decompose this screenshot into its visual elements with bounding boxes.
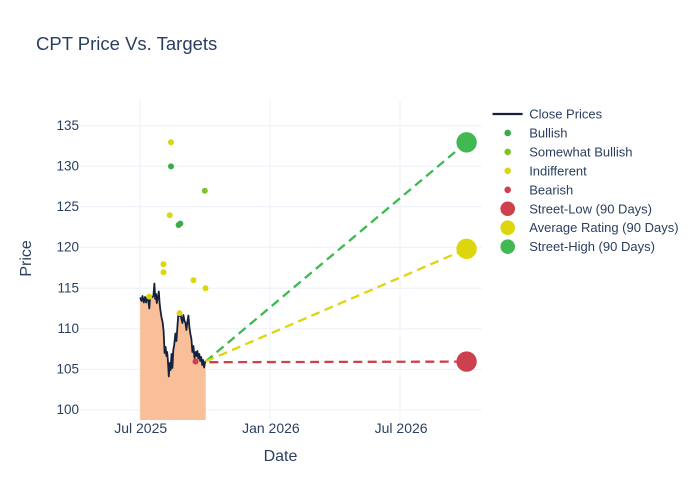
svg-text:Price: Price [18,240,35,277]
svg-text:120: 120 [56,240,79,255]
svg-text:Street-Low (90 Days): Street-Low (90 Days) [529,201,652,216]
svg-text:Bearish: Bearish [529,182,573,197]
svg-text:100: 100 [56,402,79,417]
svg-text:Jul 2026: Jul 2026 [375,420,428,436]
svg-text:Close Prices: Close Prices [529,107,602,122]
svg-text:Jan 2026: Jan 2026 [242,420,300,436]
svg-text:115: 115 [57,281,79,296]
svg-text:Somewhat Bullish: Somewhat Bullish [529,144,632,159]
svg-text:Bullish: Bullish [529,125,567,140]
svg-text:Indifferent: Indifferent [529,163,587,178]
svg-text:110: 110 [57,321,79,336]
svg-text:Average Rating (90 Days): Average Rating (90 Days) [529,220,678,235]
svg-text:125: 125 [56,199,79,214]
svg-text:135: 135 [56,118,79,133]
svg-text:105: 105 [56,362,79,377]
svg-text:130: 130 [56,159,79,174]
svg-text:Date: Date [264,448,298,465]
svg-text:Jul 2025: Jul 2025 [114,420,167,436]
svg-text:Street-High (90 Days): Street-High (90 Days) [529,239,655,254]
svg-text:CPT Price Vs. Targets: CPT Price Vs. Targets [36,33,217,54]
